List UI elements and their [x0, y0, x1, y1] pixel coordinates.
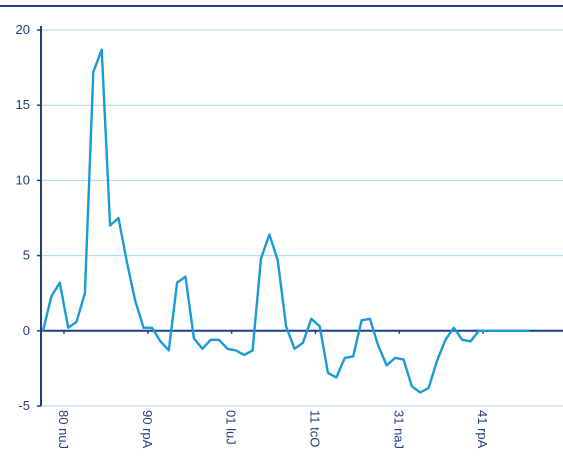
x-tick-labels: 80 nuJ 90 rpA 01 luJ 11 tcO 31 naJ 41 rpA	[56, 410, 490, 449]
x-tick-label: 31 naJ	[391, 410, 406, 449]
axes	[37, 26, 563, 407]
gridlines	[41, 29, 563, 407]
y-tick-label: 0	[23, 323, 30, 338]
y-tick-label: 10	[16, 172, 30, 187]
x-tick-label: 41 rpA	[475, 410, 490, 449]
x-tick-label: 90 rpA	[140, 410, 155, 449]
y-tick-label: 5	[23, 248, 30, 263]
x-tick-label: 11 tcO	[307, 410, 322, 447]
x-tick-label: 80 nuJ	[56, 410, 71, 449]
y-tick-label: 20	[16, 22, 30, 37]
y-tick-label: 15	[16, 97, 30, 112]
y-tick-label: -5	[18, 398, 30, 413]
series-line-0	[41, 48, 530, 394]
y-tick-labels: -5 0 5 10 15 20	[16, 22, 30, 413]
series-layer	[41, 48, 530, 394]
x-tick-label: 01 luJ	[224, 410, 239, 445]
